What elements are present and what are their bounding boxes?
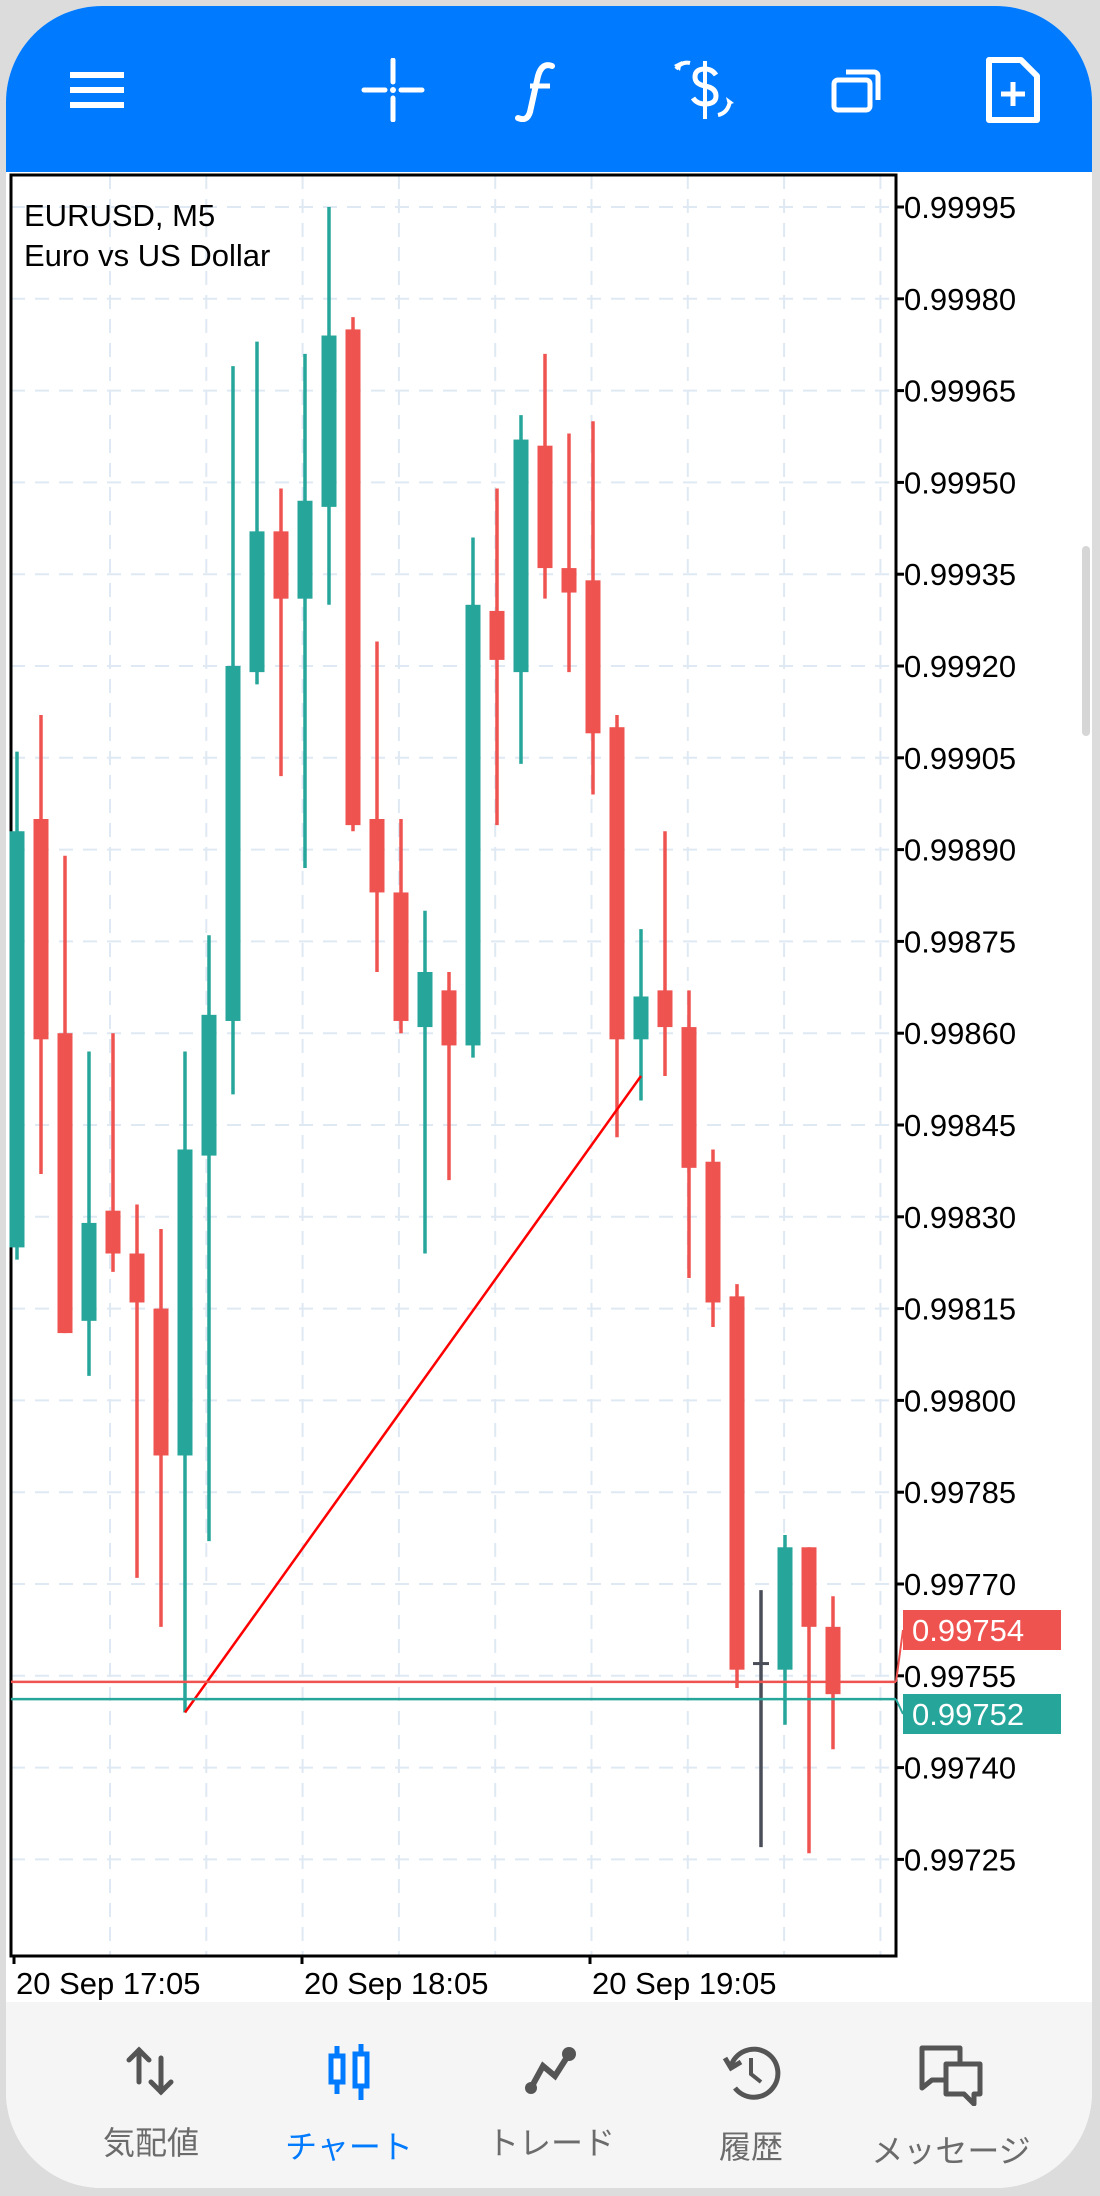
y-tick-label: 0.99725 <box>904 1842 1016 1877</box>
messages-icon <box>919 2045 983 2106</box>
nav-quotes[interactable]: 気配値 <box>61 2042 241 2164</box>
candle-body <box>81 1222 97 1321</box>
candle-body <box>681 1027 697 1168</box>
candle-body <box>177 1149 193 1456</box>
windows-icon[interactable] <box>826 58 890 122</box>
candlestick-icon <box>328 2044 370 2100</box>
nav-label: チャート <box>285 2129 413 2165</box>
y-tick-label: 0.99815 <box>904 1292 1016 1327</box>
y-tick-label: 0.99995 <box>904 190 1016 225</box>
candle-body <box>393 892 409 1021</box>
y-tick-label: 0.99875 <box>904 924 1016 959</box>
nav-chart[interactable]: チャート <box>259 2042 439 2168</box>
scrollbar[interactable] <box>1082 546 1090 736</box>
nav-messages[interactable]: メッセージ <box>861 2042 1041 2172</box>
candle-body <box>297 500 313 599</box>
trade-line-icon <box>525 2047 576 2094</box>
nav-label: トレード <box>486 2125 615 2161</box>
trend-line <box>183 1075 643 1714</box>
candle-body <box>585 580 601 734</box>
candle-body <box>321 335 337 507</box>
candle-body <box>345 329 361 826</box>
candle-body <box>657 990 673 1028</box>
candle-body <box>417 972 433 1028</box>
candle-body <box>33 819 49 1040</box>
new-order-icon[interactable] <box>982 57 1046 123</box>
y-tick-label: 0.99770 <box>904 1567 1016 1602</box>
trade-dollar-icon[interactable] <box>670 58 734 122</box>
y-tick-label: 0.99845 <box>904 1108 1016 1143</box>
candle-body <box>153 1308 169 1456</box>
y-tick-label: 0.99800 <box>904 1383 1016 1418</box>
candle-body <box>249 531 265 673</box>
phone-screen: 0.99995 0.99980 0.99965 0.99950 0.99935 0.999… <box>6 6 1092 2188</box>
candle-body <box>57 1033 73 1334</box>
candle-body <box>489 610 505 660</box>
candle-body <box>633 996 649 1040</box>
y-tick-label: 0.99935 <box>904 557 1016 592</box>
x-tick-label: 20 Sep 17:05 <box>16 1966 200 2000</box>
ask-price-tag <box>903 1610 1061 1650</box>
y-tick-label: 0.99965 <box>904 374 1016 409</box>
quotes-arrows-icon <box>126 2046 174 2096</box>
price-chart[interactable]: 0.99995 0.99980 0.99965 0.99950 0.99935 0.999… <box>6 6 1092 2000</box>
y-tick-label: 0.99920 <box>904 649 1016 684</box>
chart-frame <box>9 173 898 1958</box>
ask-price-label: 0.99754 <box>912 1613 1024 1648</box>
ask-tag-connector <box>895 1629 904 1683</box>
candle-body <box>705 1161 721 1303</box>
candle-body <box>609 727 625 1040</box>
y-tick-label: 0.99755 <box>904 1659 1016 1694</box>
indicators-icon[interactable] <box>512 58 576 122</box>
chart-symbol: EURUSD, M5 <box>24 198 216 233</box>
x-tick-label: 20 Sep 18:05 <box>304 1966 488 2000</box>
candle-body <box>273 531 289 599</box>
candle-body <box>777 1547 793 1670</box>
candle-body <box>369 819 385 893</box>
top-toolbar <box>6 6 1092 172</box>
candle-body <box>105 1210 121 1254</box>
y-tick-label: 0.99890 <box>904 833 1016 868</box>
candle-body <box>561 568 577 593</box>
y-tick-label: 0.99905 <box>904 741 1016 776</box>
y-tick-label: 0.99830 <box>904 1200 1016 1235</box>
nav-trade[interactable]: トレード <box>461 2042 641 2164</box>
y-tick-label: 0.99950 <box>904 465 1016 500</box>
candle-body <box>201 1014 217 1156</box>
nav-label: 履歴 <box>718 2129 783 2165</box>
nav-history[interactable]: 履歴 <box>661 2042 841 2168</box>
bid-price-tag <box>903 1694 1061 1734</box>
candle-body <box>801 1547 817 1627</box>
candle-body <box>225 666 241 1021</box>
x-tick-label: 20 Sep 19:05 <box>592 1966 776 2000</box>
candle-body <box>9 831 25 1248</box>
y-tick-label: 0.99740 <box>904 1751 1016 1786</box>
y-tick-label: 0.99860 <box>904 1016 1016 1051</box>
bid-price-label: 0.99752 <box>912 1697 1024 1732</box>
candle-body <box>729 1296 745 1670</box>
chart-description: Euro vs US Dollar <box>24 238 271 273</box>
nav-label: メッセージ <box>871 2133 1031 2169</box>
nav-label: 気配値 <box>102 2125 199 2161</box>
candle-body <box>513 439 529 673</box>
y-tick-label: 0.99785 <box>904 1475 1016 1510</box>
candle-body <box>465 604 481 1046</box>
menu-icon[interactable] <box>66 58 130 122</box>
candle-body <box>537 445 553 569</box>
crosshair-icon[interactable] <box>361 58 425 122</box>
bid-tag-connector <box>895 1698 904 1715</box>
y-tick-label: 0.99980 <box>904 282 1016 317</box>
candle-body <box>129 1253 145 1303</box>
candle-body <box>825 1626 841 1695</box>
candle-body <box>441 990 457 1046</box>
history-icon <box>722 2046 781 2100</box>
bottom-navigation: 気配値 チャート トレード 履歴 メッセージ <box>6 2002 1092 2188</box>
